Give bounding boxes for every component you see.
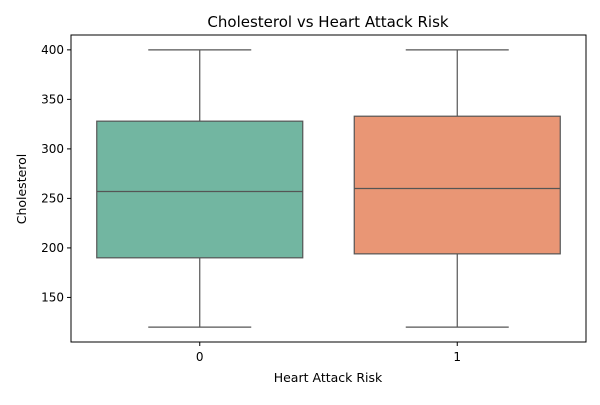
y-tick-label: 400	[41, 43, 64, 57]
y-tick-label: 150	[41, 290, 64, 304]
box-1	[353, 115, 561, 255]
plot-frame	[70, 34, 587, 343]
x-tick-label: 0	[196, 350, 204, 364]
y-axis-label: Cholesterol	[14, 154, 29, 225]
chart-title: Cholesterol vs Heart Attack Risk	[207, 13, 448, 31]
box-0	[96, 120, 304, 259]
y-tick-label: 350	[41, 92, 64, 106]
x-tick-label: 1	[453, 350, 461, 364]
y-tick-label: 250	[41, 191, 64, 205]
y-tick-label: 200	[41, 241, 64, 255]
y-tick-label: 300	[41, 142, 64, 156]
x-axis-label: Heart Attack Risk	[274, 370, 383, 385]
